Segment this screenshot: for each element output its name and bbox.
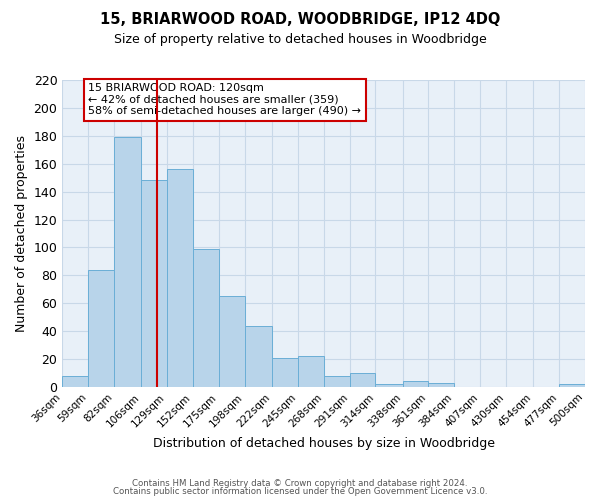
Text: 15, BRIARWOOD ROAD, WOODBRIDGE, IP12 4DQ: 15, BRIARWOOD ROAD, WOODBRIDGE, IP12 4DQ — [100, 12, 500, 28]
Bar — [62, 376, 88, 387]
Bar — [323, 376, 350, 387]
Bar — [403, 382, 428, 387]
Bar — [272, 358, 298, 387]
Bar — [559, 384, 585, 387]
X-axis label: Distribution of detached houses by size in Woodbridge: Distribution of detached houses by size … — [152, 437, 494, 450]
Text: 15 BRIARWOOD ROAD: 120sqm
← 42% of detached houses are smaller (359)
58% of semi: 15 BRIARWOOD ROAD: 120sqm ← 42% of detac… — [88, 83, 361, 116]
Bar — [88, 270, 114, 387]
Bar — [350, 373, 376, 387]
Text: Contains HM Land Registry data © Crown copyright and database right 2024.: Contains HM Land Registry data © Crown c… — [132, 478, 468, 488]
Bar — [141, 180, 167, 387]
Bar — [298, 356, 323, 387]
Bar — [245, 326, 272, 387]
Text: Size of property relative to detached houses in Woodbridge: Size of property relative to detached ho… — [113, 32, 487, 46]
Y-axis label: Number of detached properties: Number of detached properties — [15, 135, 28, 332]
Bar — [428, 383, 454, 387]
Bar — [167, 170, 193, 387]
Bar — [193, 249, 219, 387]
Text: Contains public sector information licensed under the Open Government Licence v3: Contains public sector information licen… — [113, 487, 487, 496]
Bar — [219, 296, 245, 387]
Bar — [376, 384, 403, 387]
Bar — [114, 137, 141, 387]
